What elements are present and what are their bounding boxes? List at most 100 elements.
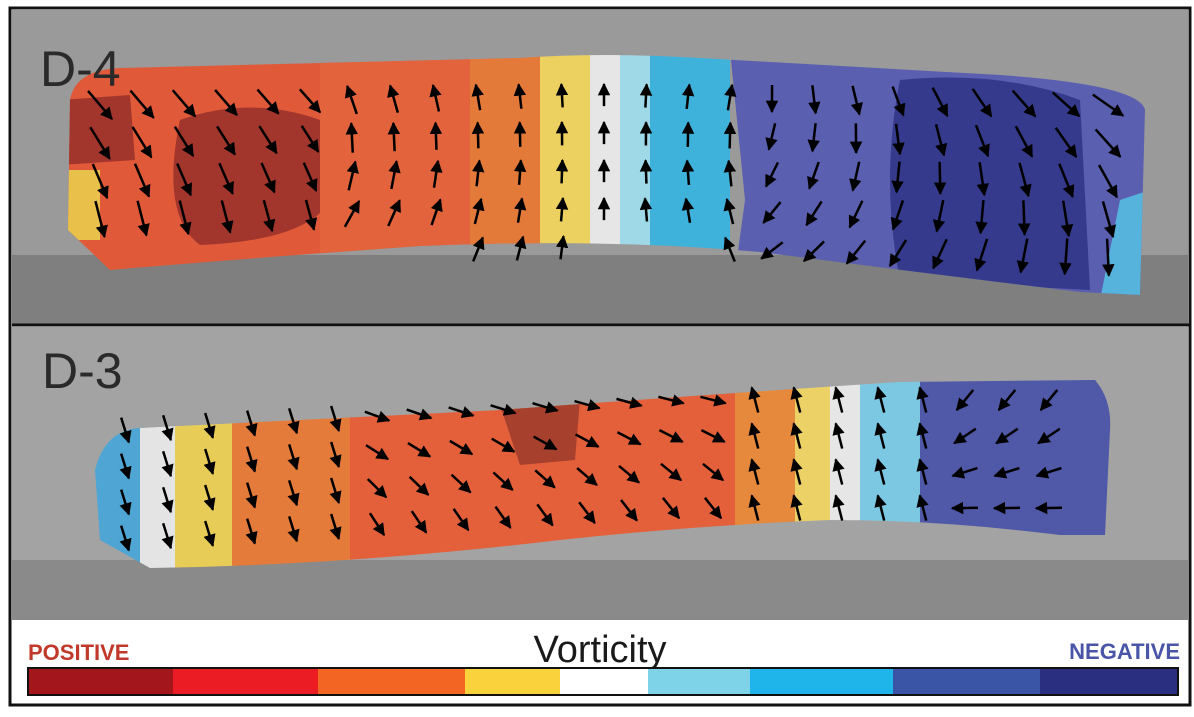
arrow	[129, 89, 155, 119]
arrow	[723, 159, 737, 187]
arrow	[300, 125, 320, 153]
arrow	[639, 197, 653, 222]
arrow	[616, 431, 642, 446]
arrow	[1016, 238, 1029, 274]
arrow	[329, 405, 342, 433]
arrow	[916, 494, 929, 521]
arrow	[995, 427, 1019, 445]
arrow	[1102, 238, 1115, 277]
arrow	[448, 406, 475, 419]
arrow	[343, 199, 361, 228]
legend-negative: NEGATIVE	[1069, 639, 1180, 664]
arrow	[1059, 238, 1072, 276]
arrow	[131, 126, 153, 159]
arrow	[974, 238, 989, 272]
arrow	[161, 450, 174, 478]
arrow	[639, 83, 653, 108]
arrow	[765, 123, 778, 151]
legend-title: Vorticity	[533, 629, 666, 671]
arrow	[536, 503, 554, 527]
arrow	[471, 236, 485, 262]
arrow	[532, 401, 559, 414]
arrow	[790, 458, 803, 485]
arrow	[1058, 163, 1075, 199]
arrow	[410, 510, 428, 534]
arrow	[955, 389, 975, 411]
arrow	[974, 124, 990, 158]
arrow	[94, 200, 108, 239]
colorbar	[27, 667, 1179, 696]
panel-label: D-3	[42, 343, 123, 399]
arrow	[346, 160, 359, 191]
arrow	[119, 417, 132, 444]
arrow	[329, 513, 342, 541]
arrow	[832, 458, 845, 485]
arrow	[658, 394, 685, 407]
arrow	[173, 126, 195, 158]
arrow	[874, 494, 887, 521]
arrow	[1017, 200, 1031, 236]
arrow	[430, 159, 443, 188]
frame	[8, 6, 1192, 707]
arrow	[832, 386, 845, 413]
arrow	[364, 410, 391, 423]
arrow	[491, 437, 516, 453]
arrow	[1037, 427, 1061, 445]
arrow	[449, 439, 474, 456]
arrow	[89, 126, 111, 160]
arrow	[1018, 162, 1032, 198]
arrow	[494, 505, 512, 529]
arrow	[723, 121, 737, 149]
arrow	[850, 85, 863, 116]
arrow	[533, 435, 558, 451]
arrow	[133, 163, 151, 198]
arrow	[119, 453, 132, 480]
arrow	[748, 494, 761, 521]
arrow	[658, 429, 684, 443]
arrow	[916, 386, 929, 413]
arrow	[805, 200, 823, 227]
arrow	[245, 518, 258, 545]
arrow	[555, 196, 569, 222]
arrow	[934, 124, 948, 157]
arrow	[304, 199, 318, 231]
arrow	[576, 467, 598, 487]
arrow	[329, 441, 342, 469]
arrow	[916, 458, 929, 485]
arrow	[1035, 466, 1062, 479]
arrow	[574, 399, 601, 412]
arrow	[888, 239, 908, 268]
arrow	[748, 458, 761, 485]
arrow	[764, 161, 780, 188]
arrow	[760, 241, 784, 260]
arrow	[119, 525, 132, 552]
arrow	[578, 501, 596, 524]
arrow	[1092, 93, 1125, 117]
arrow	[891, 161, 904, 194]
arrow	[407, 441, 432, 458]
arrow	[916, 422, 929, 449]
arrow	[214, 89, 238, 116]
arrow	[203, 448, 216, 475]
arrow	[178, 200, 192, 236]
arrow	[245, 482, 258, 509]
arrow	[723, 236, 736, 263]
arrow	[951, 466, 978, 479]
arrow	[848, 200, 864, 229]
arrow	[932, 238, 948, 270]
arrow	[574, 433, 600, 448]
arrow	[534, 469, 556, 489]
arrow	[471, 83, 484, 111]
arrow	[387, 84, 400, 114]
arrow	[762, 201, 782, 224]
arrow	[406, 408, 433, 421]
arrow	[368, 512, 386, 537]
legend-positive: POSITIVE	[28, 640, 129, 665]
arrow	[845, 239, 867, 265]
arrow	[616, 396, 643, 409]
arrow	[555, 158, 569, 184]
arrow	[287, 443, 300, 471]
arrow	[176, 162, 193, 197]
arrow	[807, 123, 820, 153]
arrow	[452, 508, 470, 532]
